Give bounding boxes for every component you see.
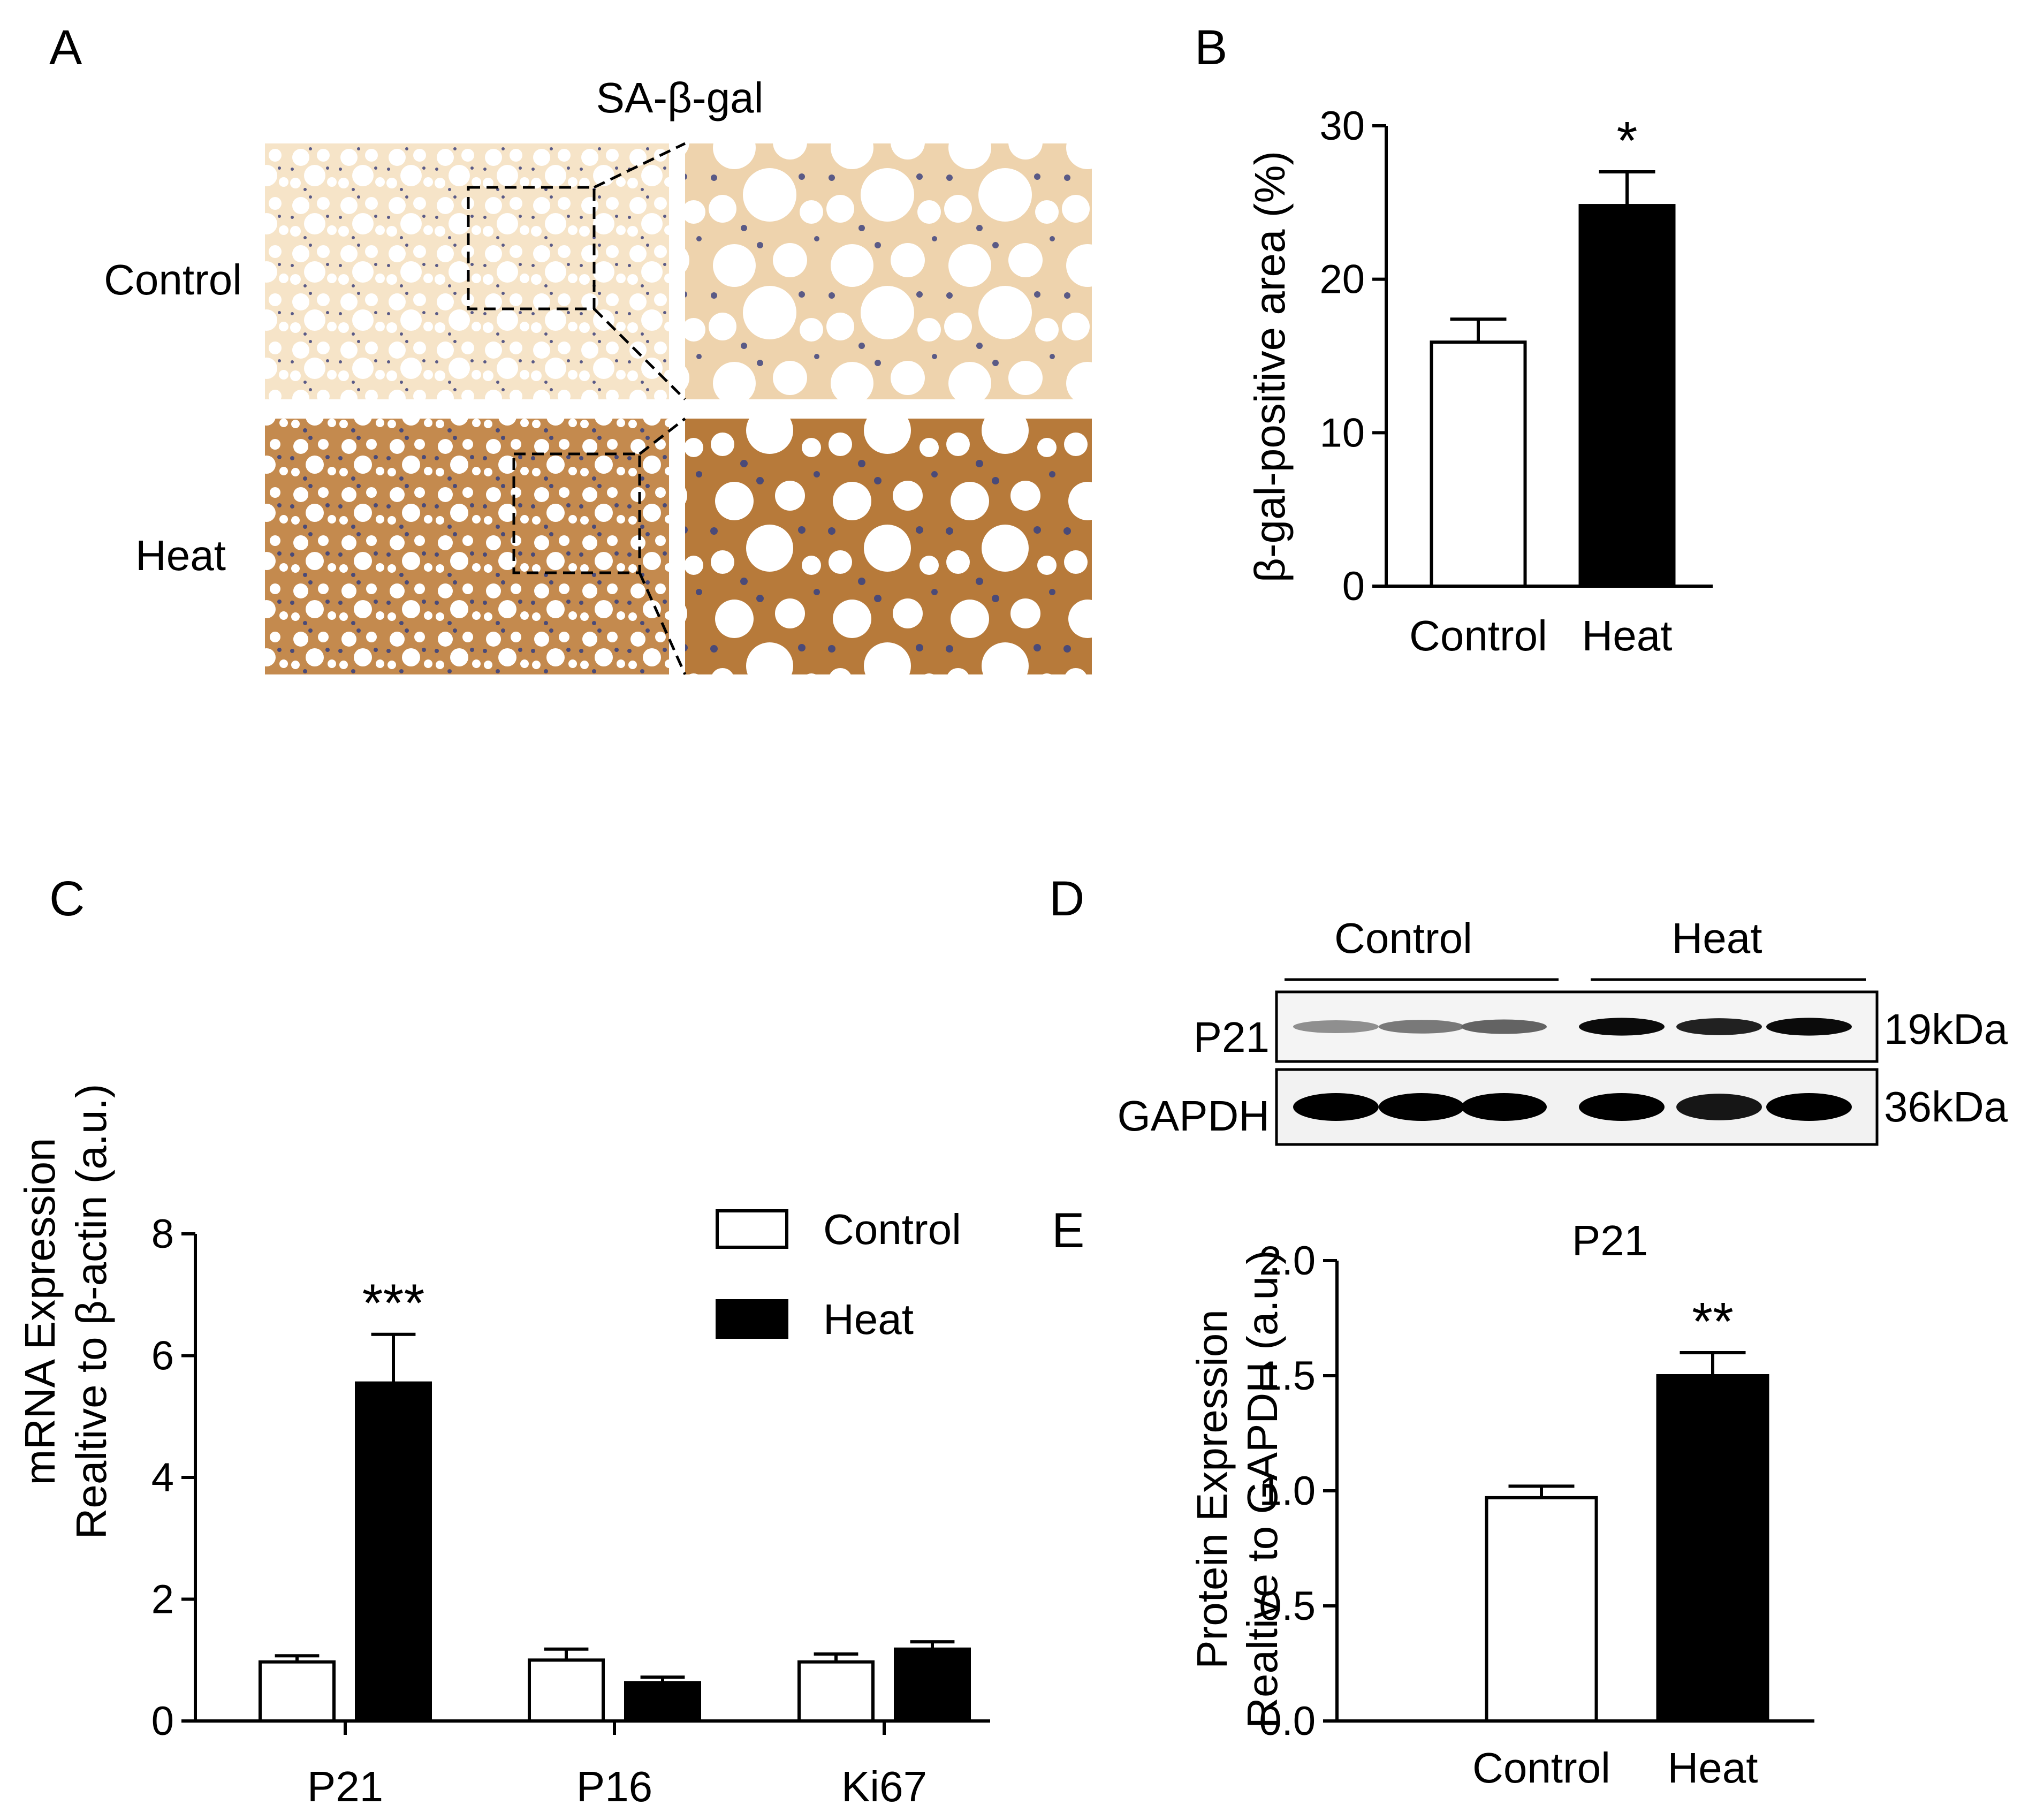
x-tick-label: Ki67 bbox=[841, 1763, 927, 1810]
x-tick-label: P16 bbox=[576, 1763, 652, 1810]
panel-c-ylabel-line1: mRNA Expression bbox=[16, 1138, 64, 1485]
legend: Control Heat bbox=[716, 1205, 961, 1343]
panel-e-ylabel-line1: Protein Expression bbox=[1188, 1309, 1236, 1669]
bar bbox=[528, 1658, 605, 1723]
significance-label: *** bbox=[362, 1273, 425, 1333]
y-tick-label: 0 bbox=[1342, 564, 1365, 609]
panel-e: E P21 Protein Expression Realtive to GAP… bbox=[1052, 1203, 1814, 1792]
blot-mw-gapdh: 36kDa bbox=[1884, 1083, 2008, 1131]
zoom-guide-control-bottom bbox=[593, 308, 686, 400]
blot-band bbox=[1676, 1094, 1762, 1120]
blot-mw-p21: 19kDa bbox=[1884, 1005, 2008, 1053]
y-tick-label: 6 bbox=[151, 1333, 174, 1379]
blot-band bbox=[1461, 1093, 1547, 1121]
panel-b: B β-gal-positive area (%) 0 10 20 30 Control… bbox=[1195, 20, 1713, 659]
zoom-box-control bbox=[467, 186, 596, 310]
zoom-box-heat bbox=[512, 452, 641, 574]
panel-b-letter: B bbox=[1195, 20, 1227, 75]
panel-c-letter: C bbox=[49, 871, 85, 926]
panel-c: C mRNA Expression Realtive to β-actin (a… bbox=[16, 871, 990, 1810]
blot-band bbox=[1676, 1018, 1762, 1035]
blot-group-control: Control bbox=[1334, 914, 1472, 962]
blot-band bbox=[1766, 1093, 1852, 1121]
legend-swatch-control bbox=[716, 1209, 788, 1249]
bar bbox=[1578, 204, 1676, 588]
y-tick-label: 1.5 bbox=[1259, 1353, 1316, 1399]
y-tick-label: 30 bbox=[1319, 103, 1365, 149]
blot-band bbox=[1293, 1020, 1379, 1034]
panel-d-letter: D bbox=[1049, 871, 1084, 926]
micrograph-heat-zoom bbox=[685, 419, 1092, 674]
panel-b-ylabel: β-gal-positive area (%) bbox=[1246, 151, 1294, 582]
zoom-guide-control-top bbox=[593, 142, 686, 189]
blot-band bbox=[1293, 1093, 1379, 1121]
micrograph-heat-overview bbox=[265, 419, 669, 674]
micrograph-control-zoom bbox=[685, 143, 1092, 399]
y-tick-label: 20 bbox=[1319, 257, 1365, 302]
x-tick-label: Control bbox=[1409, 612, 1547, 659]
blot-label-p21: P21 bbox=[1194, 1013, 1270, 1061]
bar bbox=[1430, 340, 1527, 588]
panel-e-letter: E bbox=[1052, 1203, 1084, 1258]
blot-band bbox=[1379, 1093, 1464, 1121]
bar bbox=[797, 1660, 875, 1723]
blot-band bbox=[1766, 1018, 1852, 1036]
panel-e-title: P21 bbox=[1572, 1217, 1648, 1264]
row-label-heat: Heat bbox=[135, 532, 226, 579]
blot-band bbox=[1579, 1093, 1665, 1121]
bar bbox=[1485, 1496, 1598, 1723]
blot-bands bbox=[1293, 1018, 1852, 1121]
zoom-guide-heat-bottom bbox=[638, 572, 687, 676]
panel-a-title: SA-β-gal bbox=[596, 74, 764, 122]
blot-group-heat: Heat bbox=[1672, 914, 1762, 962]
blot-band bbox=[1461, 1019, 1547, 1034]
y-tick-label: 4 bbox=[151, 1455, 174, 1500]
y-tick-label: 0.5 bbox=[1259, 1583, 1316, 1629]
blot-label-gapdh: GAPDH bbox=[1118, 1092, 1270, 1140]
legend-label-control: Control bbox=[823, 1205, 961, 1253]
legend-label-heat: Heat bbox=[823, 1295, 914, 1343]
bar bbox=[1656, 1374, 1769, 1723]
panel-d: D Control Heat P21 GAPDH 19kDa 36kDa bbox=[1049, 871, 2008, 1146]
row-label-control: Control bbox=[104, 256, 242, 304]
panel-e-ylabel-line2: Realtive to GAPDH (a.u.) bbox=[1238, 1250, 1286, 1728]
x-tick-label: Control bbox=[1472, 1744, 1610, 1792]
y-tick-label: 1.0 bbox=[1259, 1468, 1316, 1514]
panel-a: A SA-β-gal Control Heat bbox=[49, 20, 1092, 676]
legend-swatch-heat bbox=[716, 1299, 788, 1339]
significance-label: * bbox=[1617, 111, 1638, 171]
bar bbox=[624, 1681, 701, 1723]
y-tick-label: 8 bbox=[151, 1211, 174, 1257]
panel-a-letter: A bbox=[49, 20, 82, 75]
blot-band bbox=[1579, 1018, 1665, 1036]
y-tick-label: 2.0 bbox=[1259, 1238, 1316, 1284]
bar bbox=[259, 1660, 336, 1723]
x-tick-label: P21 bbox=[307, 1763, 383, 1810]
y-tick-label: 2 bbox=[151, 1577, 174, 1622]
x-tick-label: Heat bbox=[1668, 1744, 1758, 1792]
bar bbox=[894, 1647, 971, 1723]
significance-label: ** bbox=[1692, 1292, 1734, 1352]
zoom-guide-heat-top bbox=[639, 418, 686, 455]
x-tick-label: Heat bbox=[1582, 612, 1673, 659]
y-tick-label: 0.0 bbox=[1259, 1698, 1316, 1744]
panel-c-ylabel-line2: Realtive to β-actin (a.u.) bbox=[67, 1084, 115, 1540]
y-tick-label: 0 bbox=[151, 1698, 174, 1744]
blot-band bbox=[1379, 1020, 1464, 1034]
y-tick-label: 10 bbox=[1319, 410, 1365, 456]
bar bbox=[355, 1381, 432, 1723]
